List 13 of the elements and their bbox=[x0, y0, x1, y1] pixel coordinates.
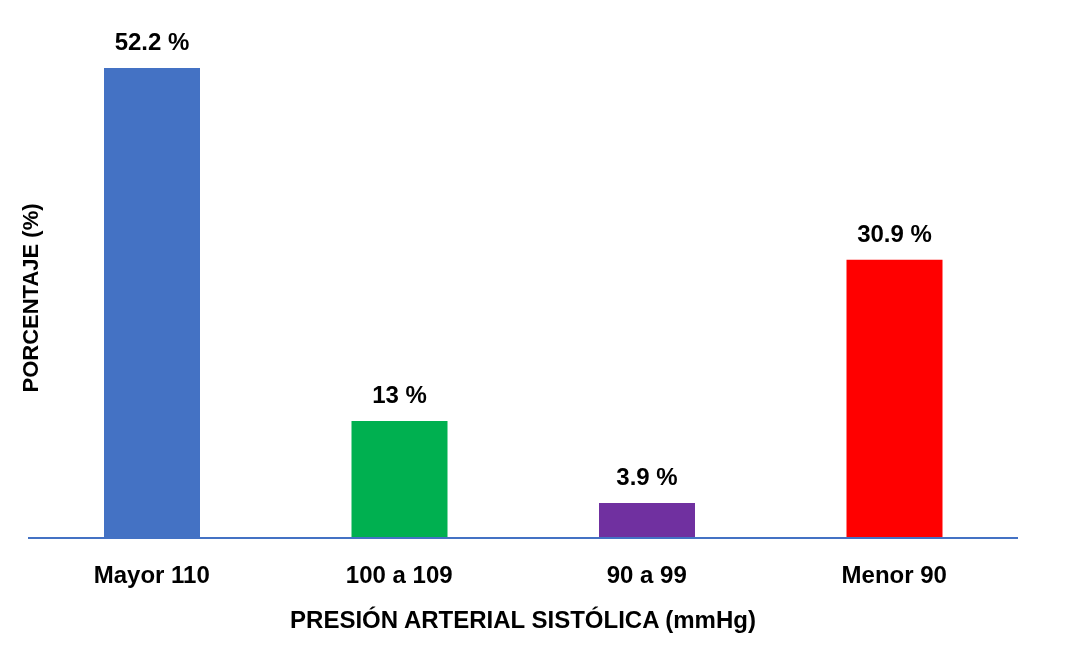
y-axis-title: PORCENTAJE (%) bbox=[18, 203, 43, 393]
bar bbox=[599, 502, 695, 538]
x-axis-title: PRESIÓN ARTERIAL SISTÓLICA (mmHg) bbox=[290, 606, 756, 633]
x-tick-label: 90 a 99 bbox=[606, 561, 687, 589]
x-tick-label: Menor 90 bbox=[841, 561, 947, 589]
data-label: 3.9 % bbox=[616, 462, 678, 490]
bar bbox=[351, 420, 448, 538]
x-tick-label: Mayor 110 bbox=[93, 561, 210, 589]
data-label: 13 % bbox=[372, 380, 427, 408]
bar bbox=[846, 259, 943, 538]
data-label: 52.2 % bbox=[114, 28, 190, 55]
data-label: 30.9 % bbox=[857, 219, 932, 247]
x-tick-label: 100 a 109 bbox=[345, 561, 453, 589]
